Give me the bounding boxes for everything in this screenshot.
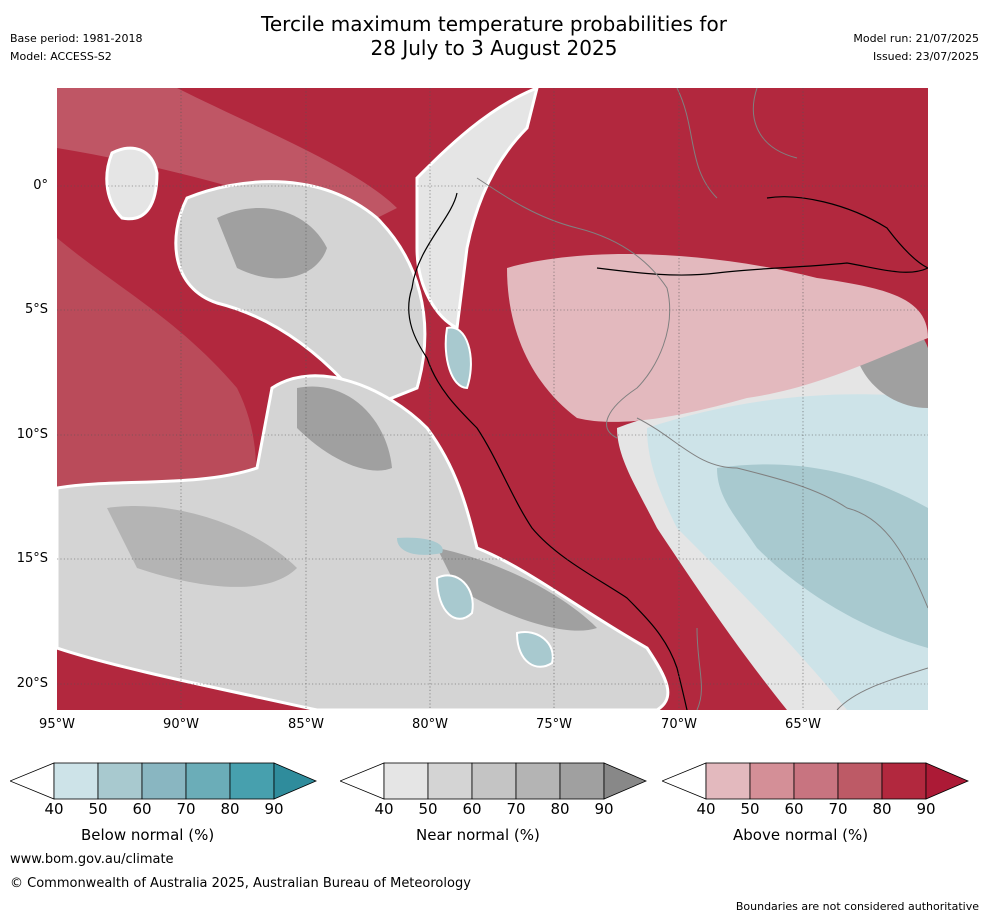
country-border-line — [676, 88, 798, 199]
colorbar-segment — [925, 762, 969, 800]
lon-label-75w: 75°W — [536, 717, 572, 732]
near-normal-core-central — [297, 386, 392, 471]
lon-label-65w: 65°W — [785, 717, 821, 732]
copyright-notice: © Commonwealth of Australia 2025, Austra… — [10, 876, 471, 891]
boundary-disclaimer: Boundaries are not considered authoritat… — [735, 900, 979, 913]
colorbar-segment — [603, 762, 647, 800]
colorbar-tick: 70 — [828, 800, 848, 818]
below-normal-patch-southeast — [515, 631, 554, 668]
lon-label-85w: 85°W — [288, 717, 324, 732]
colorbar-tick: 80 — [872, 800, 892, 818]
country-border-line — [636, 417, 928, 710]
south-america-coastline — [408, 192, 688, 710]
below-normal-core-east — [717, 464, 928, 648]
colorbar-label-near-normal: Near normal (%) — [416, 826, 540, 844]
model-name: Model: ACCESS-S2 — [10, 50, 112, 63]
colorbar-tick: 90 — [594, 800, 614, 818]
colorbar-tick: 40 — [374, 800, 394, 818]
lon-label-90w: 90°W — [163, 717, 199, 732]
lat-label-15s: 15°S — [16, 551, 48, 566]
colorbar-tick: 50 — [88, 800, 108, 818]
country-border-line — [476, 177, 671, 439]
colorbar-segment — [793, 762, 839, 800]
colorbar-segment — [97, 762, 143, 800]
colorbar-tick: 60 — [462, 800, 482, 818]
colorbar-segment — [427, 762, 473, 800]
colorbar-tick: 80 — [550, 800, 570, 818]
colorbar-label-below-normal: Below normal (%) — [81, 826, 215, 844]
colorbar-tick: 60 — [784, 800, 804, 818]
below-normal-patch-small — [397, 537, 443, 555]
colorbar-segment — [662, 762, 707, 800]
colorbar-segment — [471, 762, 517, 800]
colorbar-tick: 50 — [740, 800, 760, 818]
colorbar-segment — [340, 762, 385, 800]
colorbar-segment — [185, 762, 231, 800]
colorbar-tick: 40 — [696, 800, 716, 818]
below-normal-patch-coast — [444, 326, 472, 390]
colorbar-segment — [141, 762, 187, 800]
near-normal-region-central — [57, 374, 670, 710]
colorbar-near-normal — [340, 762, 647, 800]
title-line-1: Tercile maximum temperature probabilitie… — [261, 12, 727, 36]
near-normal-core-north — [217, 208, 327, 279]
lon-label-95w: 95°W — [39, 717, 75, 732]
colorbar-segment — [837, 762, 883, 800]
colorbar-tick: 80 — [220, 800, 240, 818]
lat-label-0: 0° — [33, 178, 48, 193]
colorbar-tick: 70 — [506, 800, 526, 818]
colorbar-tick: 70 — [176, 800, 196, 818]
issued-date: Issued: 23/07/2025 — [872, 50, 979, 63]
colorbar-below-normal — [10, 762, 317, 800]
probability-map — [57, 88, 928, 710]
near-normal-region-galapagos — [105, 146, 159, 221]
colorbar-segment — [53, 762, 99, 800]
model-run: Model run: 21/07/2025 — [853, 32, 979, 45]
colorbar-tick: 50 — [418, 800, 438, 818]
lon-label-70w: 70°W — [661, 717, 697, 732]
colorbar-label-above-normal: Above normal (%) — [733, 826, 869, 844]
colorbar-segment — [10, 762, 55, 800]
lon-label-80w: 80°W — [412, 717, 448, 732]
colorbar-segment — [749, 762, 795, 800]
colorbar-segment — [383, 762, 429, 800]
map-title: Tercile maximum temperature probabilitie… — [0, 12, 988, 60]
amazon-river — [766, 196, 928, 269]
colorbar-above-normal — [662, 762, 969, 800]
lat-label-20s: 20°S — [16, 676, 48, 691]
colorbar-tick: 90 — [916, 800, 936, 818]
colorbar-segment — [515, 762, 561, 800]
colorbar-segment — [705, 762, 751, 800]
near-normal-core-southwest — [107, 506, 297, 587]
title-line-2: 28 July to 3 August 2025 — [370, 36, 618, 60]
lat-label-5s: 5°S — [24, 302, 48, 317]
colorbar-tick: 40 — [44, 800, 64, 818]
colorbar-tick: 60 — [132, 800, 152, 818]
lat-label-10s: 10°S — [16, 427, 48, 442]
map-gridlines — [57, 88, 928, 710]
colorbar-segment — [273, 762, 317, 800]
near-normal-region-coast — [415, 88, 539, 331]
below-normal-patch-south — [435, 574, 474, 620]
colorbar-segment — [559, 762, 605, 800]
colorbar-tick: 90 — [264, 800, 284, 818]
colorbar-segment — [881, 762, 927, 800]
base-period: Base period: 1981-2018 — [10, 32, 143, 45]
above-normal-region-inland — [507, 254, 928, 422]
colorbar-segment — [229, 762, 275, 800]
website-link[interactable]: www.bom.gov.au/climate — [10, 852, 174, 867]
near-normal-core-south — [437, 548, 597, 631]
